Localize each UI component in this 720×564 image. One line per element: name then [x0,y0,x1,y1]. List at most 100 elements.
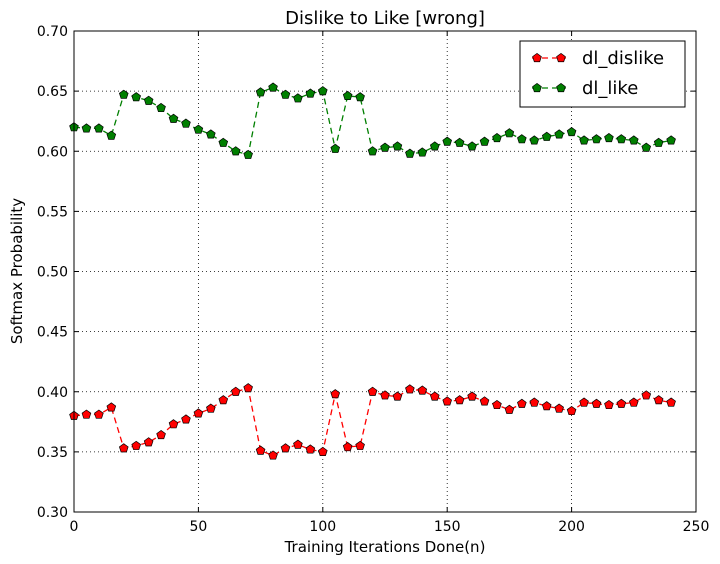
y-tick-label: 0.55 [37,204,68,220]
data-point-dl_dislike [405,384,415,394]
data-point-dl_like [218,137,229,147]
y-tick-label: 0.35 [37,445,68,461]
data-point-dl_dislike [392,391,403,401]
data-point-dl_like [380,142,390,152]
legend: dl_dislike dl_like [519,40,686,108]
data-point-dl_like [355,92,365,102]
data-point-dl_like [94,123,104,133]
x-tick-label: 0 [70,519,79,535]
x-axis-label: Training Iterations Done(n) [284,538,486,556]
y-tick-label: 0.60 [37,144,68,160]
data-point-dl_dislike [156,430,166,440]
y-axis-label: Softmax Probability [8,198,26,344]
data-point-dl_dislike [367,386,378,396]
data-point-dl_like [417,147,428,157]
data-point-dl_like [330,143,341,153]
x-tick-label: 100 [309,519,336,535]
data-point-dl_like [255,87,266,97]
data-point-dl_like [243,149,253,159]
data-point-dl_dislike [218,395,229,405]
data-point-dl_like [81,123,92,133]
data-point-dl_dislike [131,440,141,450]
data-point-dl_dislike [193,408,204,418]
data-point-dl_like [181,118,191,128]
data-point-dl_dislike [517,398,527,408]
legend-marker [556,52,566,63]
series-dl_like [69,82,676,159]
data-point-dl_like [492,132,502,143]
data-point-dl_like [305,88,316,98]
data-point-dl_like [131,92,141,102]
axis-ticks: 0 50 100 150 200 250 0.30 0.35 0.40 0.45 0.50 0.55 0… [37,24,710,535]
data-point-dl_like [479,136,490,146]
data-point-dl_dislike [94,409,104,419]
data-point-dl_like [541,131,552,141]
data-point-dl_dislike [342,442,353,452]
data-point-dl_like [529,135,540,145]
data-point-dl_dislike [554,403,564,413]
data-point-dl_like [653,137,664,147]
data-point-dl_dislike [429,391,440,401]
data-point-dl_dislike [492,399,502,410]
data-point-dl_like [268,82,278,92]
data-point-dl_like [143,95,154,105]
data-point-dl_like [342,90,353,101]
data-point-dl_like [579,135,589,145]
data-point-dl_like [629,135,639,145]
data-point-dl_like [405,148,415,158]
legend-label: dl_dislike [582,48,664,69]
data-point-dl_dislike [467,391,477,401]
data-point-dl_like [318,86,328,96]
data-point-dl_dislike [629,397,639,407]
data-point-dl_dislike [504,404,515,414]
data-point-dl_like [604,132,614,143]
data-point-dl_like [467,141,477,151]
data-point-dl_dislike [181,414,191,424]
data-point-dl_like [392,141,403,151]
legend-label: dl_like [582,78,638,99]
data-point-dl_dislike [243,383,253,393]
data-point-dl_dislike [330,389,341,399]
x-tick-label: 250 [683,519,710,535]
data-point-dl_like [666,135,676,145]
data-point-dl_dislike [380,390,390,400]
data-point-dl_dislike [118,443,129,453]
legend-box [519,40,686,108]
data-point-dl_like [517,134,527,144]
y-tick-label: 0.30 [37,505,68,521]
data-point-dl_dislike [653,395,664,405]
data-point-dl_like [504,128,515,138]
legend-item-dl_dislike: dl_dislike [532,48,664,69]
y-tick-label: 0.40 [37,385,68,401]
data-point-dl_dislike [479,396,490,406]
data-point-dl_dislike [541,401,552,411]
x-tick-label: 150 [434,519,461,535]
data-point-dl_like [641,142,652,152]
data-point-dl_like [206,129,216,139]
data-point-dl_like [429,141,440,151]
y-tick-label: 0.70 [37,24,68,40]
data-point-dl_dislike [268,450,278,460]
data-point-dl_dislike [579,397,589,407]
x-tick-label: 50 [189,519,207,535]
data-point-dl_dislike [641,390,652,400]
data-point-dl_dislike [442,396,452,406]
data-point-dl_dislike [591,398,602,408]
data-point-dl_dislike [417,385,428,395]
data-point-dl_dislike [566,405,577,416]
grid-lines [74,31,696,512]
x-tick-label: 200 [558,519,585,535]
data-point-dl_dislike [168,419,179,429]
data-point-dl_like [454,137,465,147]
data-point-dl_dislike [230,386,241,396]
data-point-dl_like [168,113,179,123]
legend-marker [532,52,542,63]
legend-marker [532,82,542,93]
data-point-dl_like [106,130,117,140]
legend-marker [556,82,566,93]
data-point-dl_dislike [666,397,676,407]
data-point-dl_like [118,89,129,99]
data-point-dl_dislike [106,402,117,412]
data-point-dl_dislike [81,409,92,419]
